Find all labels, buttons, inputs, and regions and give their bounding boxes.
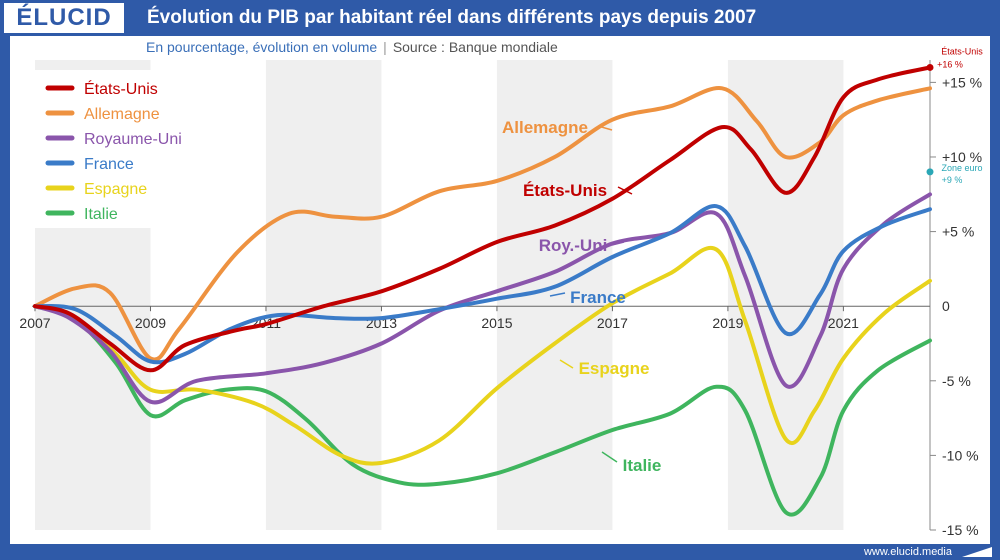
legend-label-es: Espagne <box>84 181 147 198</box>
separator: | <box>383 39 387 55</box>
x-tick-label: 2017 <box>597 315 628 331</box>
legend-label-it: Italie <box>84 206 118 223</box>
y-tick-label: +15 % <box>942 74 982 90</box>
series-label-leader-it <box>601 451 618 463</box>
x-tick-label: 2021 <box>828 315 859 331</box>
series-label-leader-fr <box>549 292 566 297</box>
series-label-leader-de <box>597 125 613 131</box>
y-tick-label: +10 % <box>942 149 982 165</box>
footer-url: www.elucid.media <box>863 546 952 558</box>
chart-title: Évolution du PIB par habitant réel dans … <box>147 7 757 28</box>
flag-icon <box>962 547 992 557</box>
series-line-de <box>33 86 932 362</box>
series-label-de: Allemagne <box>502 118 588 137</box>
y-tick-label: -15 % <box>942 522 979 538</box>
series-line-es <box>33 245 932 466</box>
series-line-us <box>33 65 932 373</box>
series-label-leader-uk <box>611 241 625 246</box>
y-tick-label: -10 % <box>942 447 979 463</box>
x-tick-label: 2015 <box>481 315 512 331</box>
chart-subtitle-line: En pourcentage, évolution en volume | Sour… <box>146 39 558 55</box>
x-tick-label: 2007 <box>19 315 50 331</box>
series-label-uk: Roy.-Uni <box>539 236 608 255</box>
end-annotation-name-us: États-Unis <box>941 46 983 56</box>
y-tick-label: 0 <box>942 298 950 314</box>
legend-label-uk: Royaume-Uni <box>84 131 182 148</box>
end-marker-euro <box>926 168 934 176</box>
chart-source: Source : Banque mondiale <box>392 39 558 55</box>
legend: États-Unis Allemagne Royaume-Uni France Espa… <box>34 70 204 228</box>
series-label-us: États-Unis <box>523 181 607 200</box>
series-label-es: Espagne <box>579 359 650 378</box>
end-annotation-name-euro: Zone euro <box>941 163 982 173</box>
legend-label-de: Allemagne <box>84 106 160 123</box>
x-tick-label: 2019 <box>712 315 743 331</box>
series-label-leader-es <box>559 359 574 369</box>
header-bar: ÉLUCID Évolution du PIB par habitant rée… <box>0 0 1000 36</box>
series-label-fr: France <box>570 288 626 307</box>
y-tick-label: -5 % <box>942 373 971 389</box>
end-marker-us <box>926 63 934 71</box>
series-line-it <box>33 304 932 517</box>
legend-label-us: États-Unis <box>84 79 158 98</box>
chart-subtitle: En pourcentage, évolution en volume <box>146 39 378 55</box>
end-annotation-value-euro: +9 % <box>942 175 963 185</box>
series-label-it: Italie <box>623 456 662 475</box>
legend-box <box>34 70 204 228</box>
x-tick-label: 2009 <box>135 315 166 331</box>
series-label-leader-us <box>617 186 633 195</box>
y-tick-label: +5 % <box>942 224 974 240</box>
end-annotation-value-us: +16 % <box>937 59 963 69</box>
legend-label-fr: France <box>84 156 134 173</box>
series-line-uk <box>33 192 932 405</box>
brand-logo: ÉLUCID <box>4 3 124 33</box>
